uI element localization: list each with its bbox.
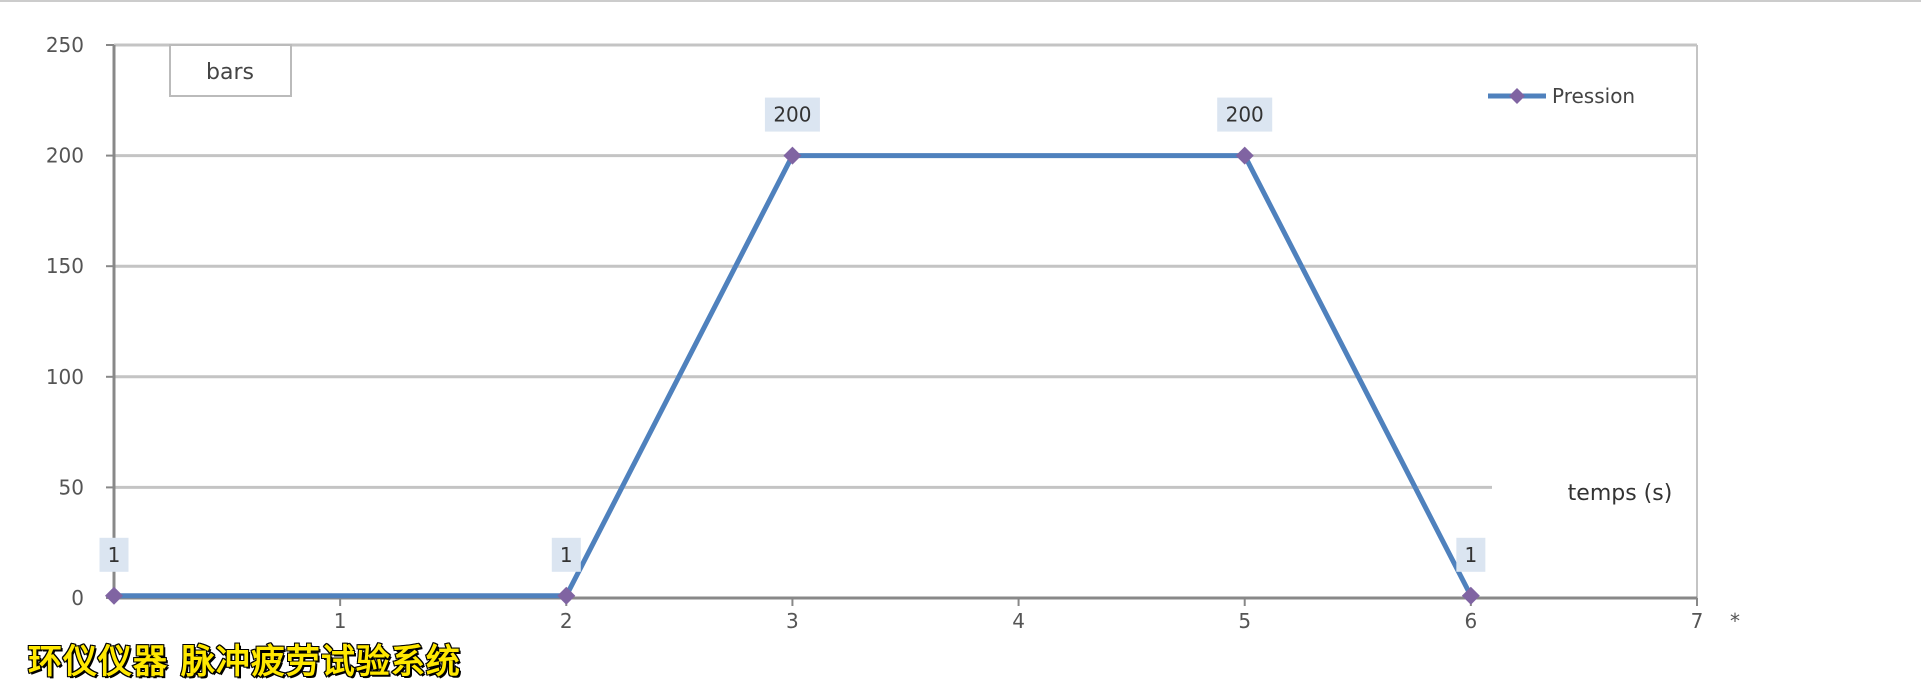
data-label: 200 [1226, 103, 1264, 127]
data-label: 1 [1464, 543, 1477, 567]
y-tick-label: 250 [46, 33, 84, 57]
data-point-marker [783, 146, 802, 165]
y-tick-label: 200 [46, 144, 84, 168]
data-label-box [551, 537, 581, 572]
x-tick-label: 6 [1464, 609, 1477, 633]
legend-marker-icon [1509, 88, 1525, 104]
x-axis-label: temps (s) [1568, 481, 1673, 506]
y-tick-label: 150 [46, 254, 84, 278]
y-tick-label: 50 [59, 475, 84, 499]
data-label: 1 [560, 543, 573, 567]
data-point-marker [557, 586, 576, 605]
data-point-marker [105, 586, 123, 605]
data-label-box [99, 537, 129, 572]
watermark-text: 环仪仪器 脉冲疲劳试验系统 [27, 641, 461, 683]
data-point-marker [1461, 586, 1480, 605]
y-axis-label-box [169, 44, 292, 97]
x-tick-label: 7 [1691, 609, 1704, 633]
x-tick-label: 4 [1012, 609, 1025, 633]
x-tick-label: 3 [786, 609, 799, 633]
y-tick-label: 100 [46, 365, 84, 389]
legend-label: Pression [1552, 84, 1635, 108]
data-label: 1 [108, 543, 121, 567]
asterisk-annotation: * [1730, 609, 1740, 633]
data-point-marker [1235, 146, 1254, 165]
data-label-box [1217, 97, 1273, 132]
top-border [0, 0, 1921, 2]
y-tick-label: 0 [71, 586, 84, 610]
x-tick-label: 2 [560, 609, 573, 633]
x-tick-label: 5 [1238, 609, 1251, 633]
data-label-box [1456, 537, 1486, 572]
data-label: 200 [773, 103, 811, 127]
data-label-box [764, 97, 820, 132]
x-tick-label: 1 [334, 609, 347, 633]
y-axis-label: bars [206, 60, 254, 85]
